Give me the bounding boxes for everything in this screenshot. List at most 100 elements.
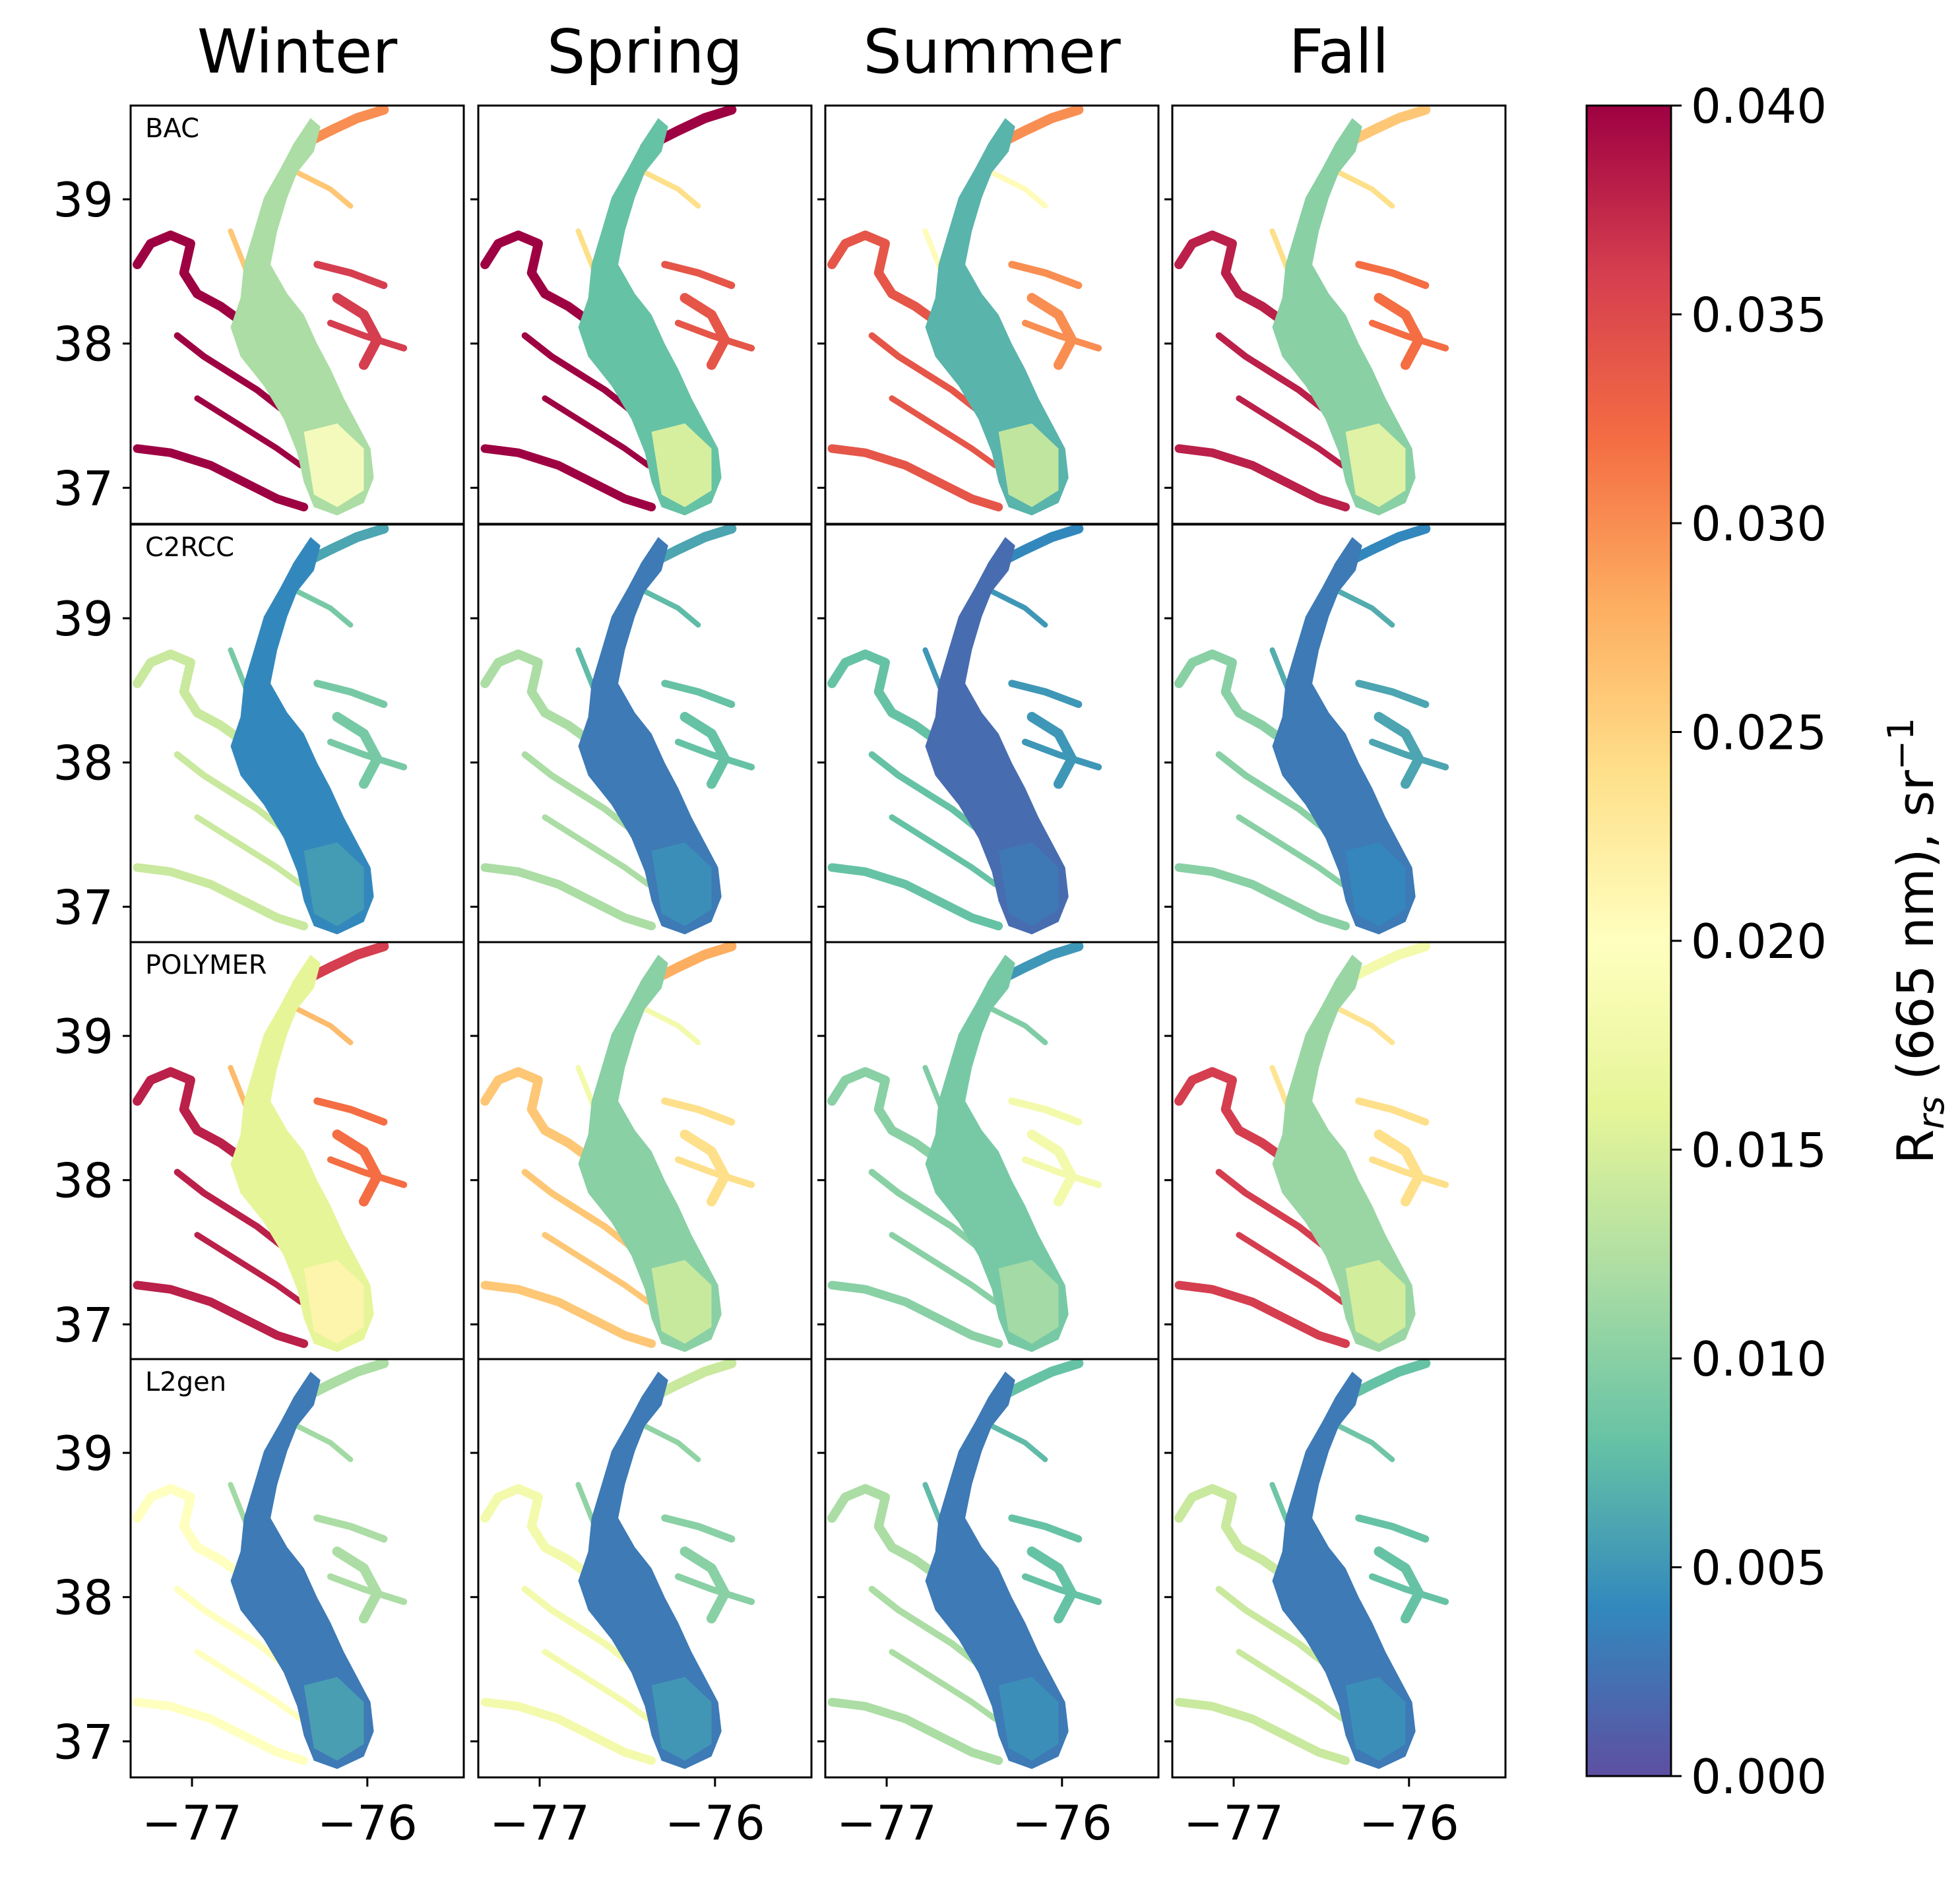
tributary-nanticoke (674, 1573, 755, 1605)
x-tick-label: −76 (1012, 1795, 1112, 1851)
tributary-james (133, 1281, 309, 1349)
x-axis: −77 −76 −77 −76 −77 −76 −77 −76 (142, 1777, 1459, 1851)
colorbar-ramp (1587, 106, 1671, 1776)
bay-lower-region (651, 842, 712, 926)
tributary-eastern-shore (1027, 293, 1077, 370)
y-tick-label: 39 (53, 591, 113, 647)
tributary-york (1236, 1649, 1346, 1722)
tributary-chester (294, 1006, 354, 1046)
method-label-l2gen: L2gen (145, 1367, 226, 1397)
tributary-eastern-shore (680, 712, 730, 789)
tributary-potomac (827, 649, 943, 747)
tributary-potomac (480, 230, 596, 328)
tributary-choptank (1008, 1514, 1083, 1543)
bay-main-stem (578, 537, 722, 935)
tributary-choptank (313, 1097, 388, 1126)
tributary-rappahannock (868, 751, 982, 833)
panel-c2rcc-fall (1171, 523, 1507, 944)
bay-main-stem (1272, 955, 1416, 1353)
bay-lower-region (651, 1259, 712, 1344)
bay-lower-region (998, 1676, 1059, 1761)
colorbar-label-main: R (1886, 1130, 1945, 1164)
bay-main-stem (1272, 537, 1416, 935)
tributary-nanticoke (674, 1156, 755, 1188)
tributary-chester (294, 1423, 354, 1463)
tributary-chester (642, 170, 701, 209)
tributary-choptank (661, 680, 736, 709)
method-label-c2rcc: C2RCC (145, 532, 234, 563)
tributary-chester (989, 170, 1048, 209)
method-label-polymer: POLYMER (145, 950, 267, 980)
tributary-eastern-shore (1374, 1130, 1424, 1207)
method-label-bac: BAC (145, 113, 199, 144)
colorbar-tick-label: 0.030 (1691, 496, 1827, 552)
tributary-potomac (480, 649, 596, 747)
tributary-rappahannock (174, 1168, 288, 1251)
bay-main-stem (925, 955, 1069, 1353)
tributary-york (1236, 814, 1346, 887)
tributary-nanticoke (1368, 1573, 1449, 1605)
colorbar: 0.040 0.035 0.030 0.025 0.020 0.015 0.010 0.005… (1585, 79, 1952, 1804)
tributary-chester (1336, 170, 1395, 209)
panel-c2rcc-winter: C2RCC (129, 523, 465, 944)
bay-main-stem (230, 537, 374, 935)
tributary-york (889, 1232, 999, 1305)
y-tick-label: 38 (53, 317, 113, 372)
tributary-rappahannock (1215, 332, 1329, 414)
tributary-potomac (1174, 1067, 1290, 1164)
tributary-james (827, 444, 1003, 512)
tributary-nanticoke (327, 1573, 408, 1605)
bay-lower-region (303, 423, 364, 507)
tributary-potomac (133, 649, 249, 747)
tributary-potomac (827, 1484, 943, 1581)
tributary-chester (989, 589, 1048, 628)
panel-frame (824, 1358, 1160, 1779)
tributary-eastern-shore (332, 1546, 383, 1624)
map-panels: BAC C2RCC POLYMER L2gen (129, 104, 1507, 1779)
tributary-eastern-shore (680, 1546, 730, 1624)
tributary-james (1174, 444, 1350, 512)
tributary-potomac (480, 1067, 596, 1164)
panel-c2rcc-summer (824, 523, 1160, 944)
tributary-rappahannock (521, 1585, 635, 1668)
tributary-chester (1336, 589, 1395, 628)
colorbar-label-sub: rs (1911, 1096, 1952, 1129)
x-tick-label: −76 (317, 1795, 418, 1851)
tributary-rappahannock (174, 751, 288, 833)
colorbar-tick-label: 0.015 (1691, 1123, 1827, 1178)
tributary-chester (294, 589, 354, 628)
bay-lower-region (1345, 423, 1406, 507)
x-tick-label: −77 (490, 1795, 590, 1851)
tributary-potomac (1174, 1484, 1290, 1581)
colorbar-tick-label: 0.040 (1691, 79, 1827, 134)
panel-frame (477, 1358, 813, 1779)
bay-main-stem (230, 118, 374, 516)
tributary-potomac (1174, 649, 1290, 747)
y-tick-label: 38 (53, 1570, 113, 1626)
tributary-james (827, 1281, 1003, 1349)
tributary-eastern-shore (680, 1130, 730, 1207)
tributary-rappahannock (868, 332, 982, 414)
tributary-james (133, 444, 309, 512)
tributary-york (542, 814, 652, 887)
tributary-nanticoke (1368, 738, 1449, 771)
y-axis: 39 38 37 39 38 37 39 38 37 39 38 37 (53, 172, 1172, 1769)
panel-polymer-winter: POLYMER (129, 941, 465, 1362)
bay-main-stem (578, 118, 722, 516)
colorbar-tick-label: 0.005 (1691, 1541, 1827, 1596)
tributary-eastern-shore (1027, 1546, 1077, 1624)
tributary-rappahannock (1215, 751, 1329, 833)
bay-main-stem (230, 955, 374, 1353)
bay-lower-region (998, 1259, 1059, 1344)
tributary-potomac (133, 1484, 249, 1581)
tributary-chester (294, 170, 354, 209)
bay-lower-region (651, 423, 712, 507)
tributary-choptank (1355, 261, 1430, 290)
tributary-eastern-shore (1374, 712, 1424, 789)
tributary-choptank (1008, 680, 1083, 709)
tributary-eastern-shore (332, 293, 383, 370)
tributary-nanticoke (674, 738, 755, 771)
tributary-choptank (313, 1514, 388, 1543)
tributary-choptank (1008, 1097, 1083, 1126)
tributary-nanticoke (1021, 1573, 1102, 1605)
